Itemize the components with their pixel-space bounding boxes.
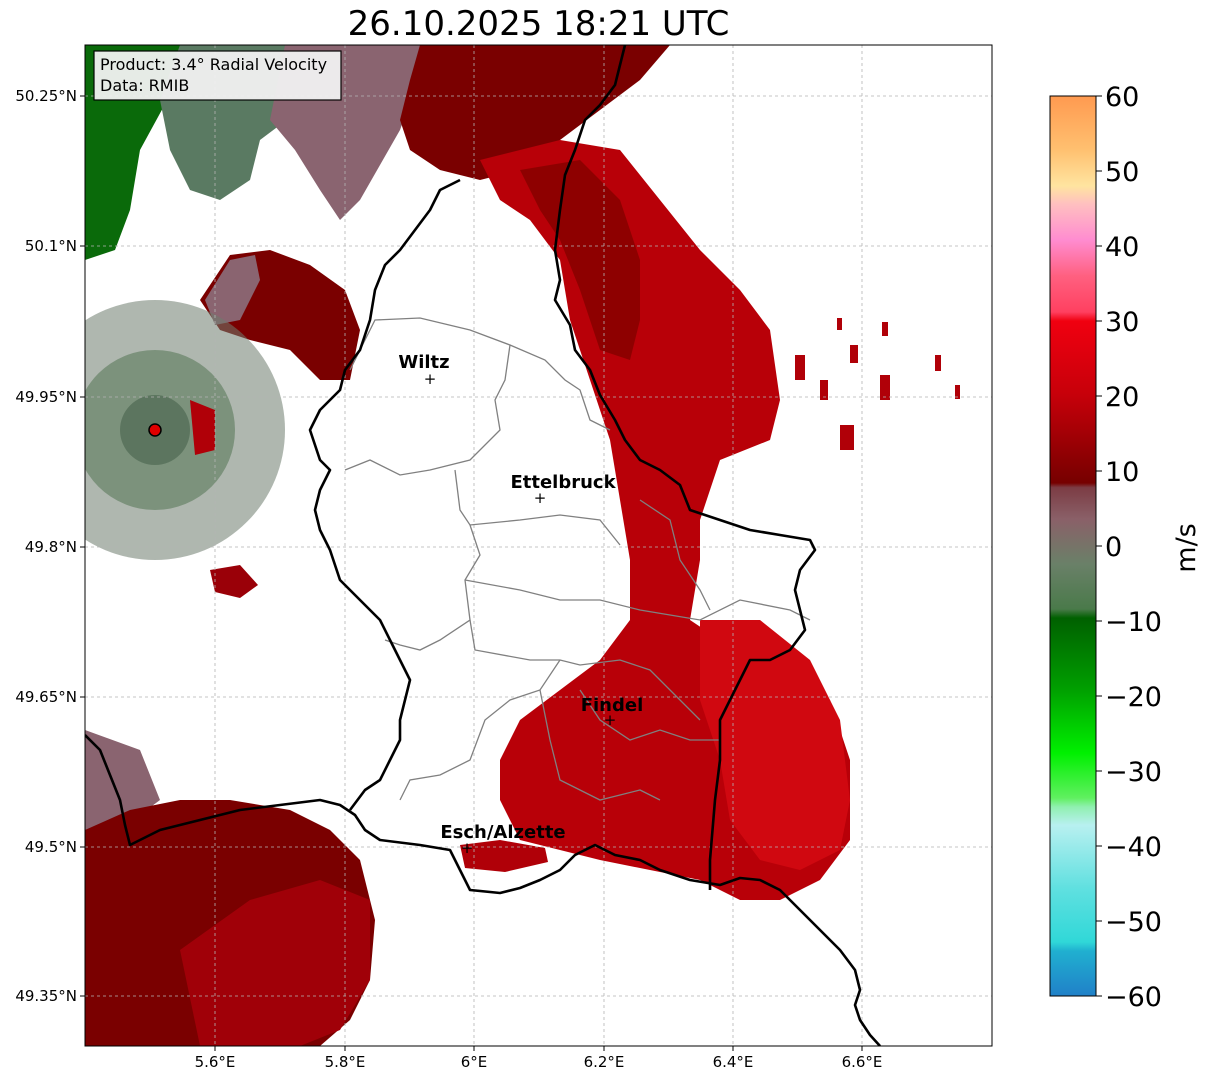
city-label: Findel [581, 695, 644, 716]
lat-tick-label: 50.1°N [25, 237, 77, 255]
city-marker-icon: + [461, 839, 474, 857]
colorbar-tick: 0 [1105, 532, 1122, 563]
colorbar-tick: −20 [1105, 682, 1162, 713]
lon-tick-label: 5.6°E [195, 1053, 236, 1071]
info-product: Product: 3.4° Radial Velocity [100, 55, 327, 74]
city-wiltz: + Wiltz [398, 352, 449, 388]
map-title: 26.10.2025 18:21 UTC [347, 4, 730, 44]
canton-borders [344, 317, 811, 801]
lon-tick-label: 6.4°E [713, 1053, 754, 1071]
colorbar-tick: −10 [1105, 607, 1162, 638]
lon-tick-label: 6.6°E [842, 1053, 883, 1071]
city-label: Esch/Alzette [440, 822, 565, 843]
colorbar-tick: 60 [1105, 82, 1139, 113]
echo-east-band-dark [520, 160, 640, 360]
info-source: Data: RMIB [100, 76, 189, 95]
city-esch-alzette: + Esch/Alzette [440, 822, 565, 857]
lat-tick-label: 49.65°N [15, 688, 77, 706]
colorbar-tick: −30 [1105, 757, 1162, 788]
lon-tick-label: 6.2°E [584, 1053, 625, 1071]
lon-axis: 5.6°E 5.8°E 6°E 6.2°E 6.4°E 6.6°E [195, 1046, 883, 1071]
city-marker-icon: + [534, 489, 547, 507]
city-label: Ettelbruck [510, 472, 616, 493]
colorbar-tick: 30 [1105, 307, 1139, 338]
city-label: Wiltz [398, 352, 449, 373]
colorbar-tick: 50 [1105, 157, 1139, 188]
radar-echoes [85, 45, 960, 1046]
colorbar-unit-label: m/s [1171, 523, 1202, 572]
colorbar-tick: −40 [1105, 832, 1162, 863]
colorbar: 60 50 40 30 20 10 0 −10 −20 −30 −40 −50 … [1049, 82, 1202, 1013]
lon-tick-label: 5.8°E [325, 1053, 366, 1071]
info-box: Product: 3.4° Radial Velocity Data: RMIB [93, 50, 342, 101]
lat-tick-label: 49.95°N [15, 388, 77, 406]
echo-west-cluster-grey [205, 255, 260, 325]
lat-axis: 50.25°N 50.1°N 49.95°N 49.8°N 49.65°N 49… [15, 87, 85, 1005]
city-marker-icon: + [604, 711, 617, 729]
colorbar-tick: 10 [1105, 457, 1139, 488]
city-ettelbruck: + Ettelbruck [510, 472, 616, 507]
city-markers: + Wiltz + Ettelbruck + Findel + Esch/Alz… [398, 352, 643, 857]
lon-tick-label: 6°E [461, 1053, 488, 1071]
city-findel: + Findel [581, 695, 644, 729]
colorbar-tick: −60 [1105, 982, 1162, 1013]
colorbar-tick: 40 [1105, 232, 1139, 263]
colorbar-tick: 20 [1105, 382, 1139, 413]
map-frame [84, 44, 993, 1047]
echo-north-dark-red [400, 45, 670, 180]
national-borders [85, 45, 881, 1046]
colorbar-tick: −50 [1105, 907, 1162, 938]
lat-tick-label: 49.5°N [25, 838, 77, 856]
radar-site-marker [148, 423, 162, 437]
colorbar-gradient [1049, 95, 1097, 997]
lat-tick-label: 50.25°N [15, 87, 77, 105]
lat-tick-label: 49.35°N [15, 987, 77, 1005]
city-marker-icon: + [424, 370, 437, 388]
lat-tick-label: 49.8°N [25, 538, 77, 556]
echo-esch [460, 840, 548, 872]
